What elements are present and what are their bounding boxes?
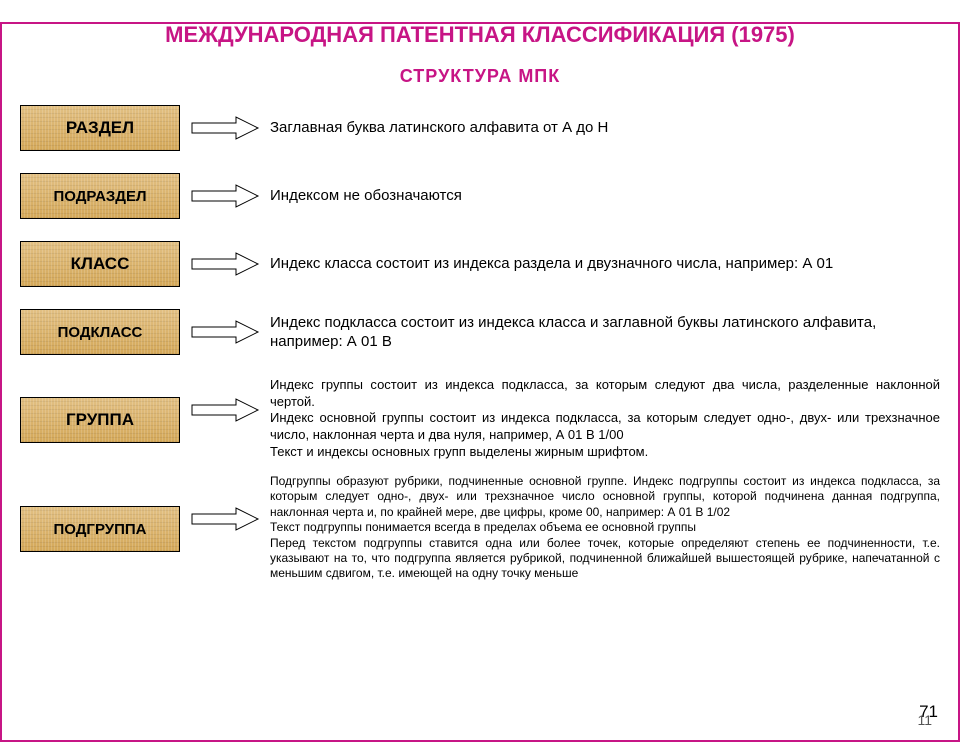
slide-frame [0, 22, 960, 742]
page-number: 11 [917, 712, 932, 728]
